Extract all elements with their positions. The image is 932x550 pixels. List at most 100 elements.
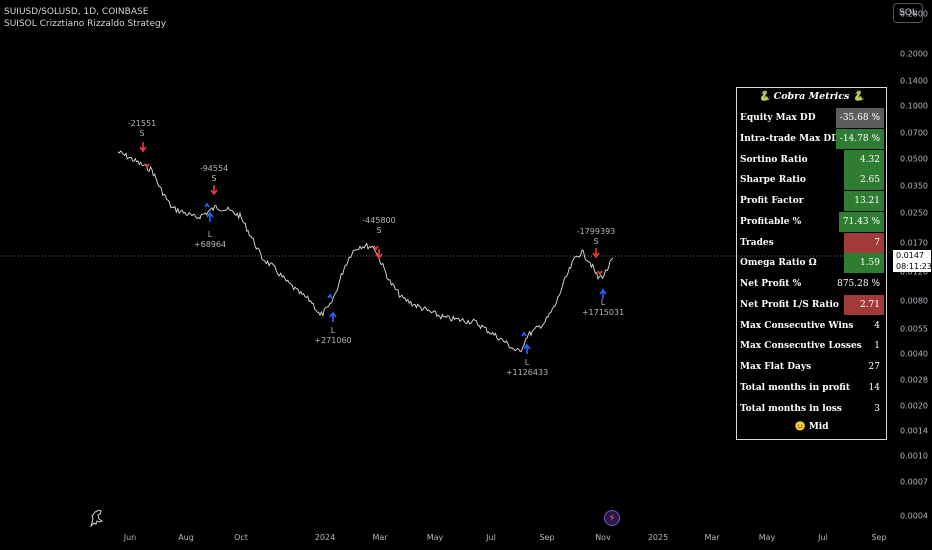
signal-label-long-4: L +1715031 <box>581 298 625 317</box>
y-tick: 0.1400 <box>900 76 928 86</box>
short-arrow-icon <box>139 142 147 153</box>
x-tick: May <box>426 533 444 542</box>
y-tick: 0.0700 <box>900 128 928 138</box>
y-tick: 0.0020 <box>900 401 928 411</box>
y-tick: 0.1000 <box>900 101 928 111</box>
lightning-icon[interactable]: ⚡ <box>604 510 620 526</box>
metric-row: Omega Ratio Ω 1.59 <box>737 253 886 274</box>
metric-value: 1 <box>874 341 880 352</box>
long-arrow-icon <box>206 211 214 222</box>
metric-row: Max Flat Days 27 <box>737 357 886 377</box>
y-tick: 0.2800 <box>900 9 928 19</box>
y-tick: 0.2000 <box>900 49 928 59</box>
short-arrow-icon <box>597 270 603 276</box>
metric-label: Max Consecutive Wins <box>740 320 854 331</box>
short-arrow-icon <box>144 163 150 169</box>
metric-value: 1.59 <box>844 253 884 274</box>
y-tick: 0.0250 <box>900 208 928 218</box>
metric-value: 2.65 <box>844 170 884 191</box>
metric-label: Sharpe Ratio <box>740 175 806 186</box>
y-tick: 0.0500 <box>900 154 928 164</box>
y-tick: 0.0007 <box>900 477 928 487</box>
signal-label-short-4: -1799393 S <box>576 227 616 246</box>
y-tick: 0.0040 <box>900 349 928 359</box>
cobra-metrics-table: 🐍 Cobra Metrics 🐍 Equity Max DD -35.68 % I… <box>736 87 887 440</box>
x-tick: Jul <box>818 533 828 542</box>
metric-row: Sortino Ratio 4.32 <box>737 149 886 170</box>
metric-value: 3 <box>874 403 880 414</box>
metric-row: Profitable % 71.43 % <box>737 211 886 232</box>
y-tick: 0.0014 <box>900 426 928 436</box>
metric-label: Max Consecutive Losses <box>740 341 862 352</box>
x-tick: Jul <box>486 533 496 542</box>
long-arrow-icon <box>521 331 527 337</box>
y-tick: 0.0055 <box>900 324 928 334</box>
signal-label-short-2: -94554 S <box>199 164 229 183</box>
metrics-rating: 😐 Mid <box>794 422 829 432</box>
symbol-title[interactable]: SUIUSD/SOLUSD, 1D, COINBASE <box>4 7 149 17</box>
metrics-title: 🐍 Cobra Metrics 🐍 <box>758 91 865 102</box>
y-tick: 0.0120 <box>900 267 928 277</box>
y-tick: 0.0170 <box>900 238 928 248</box>
metric-row: Net Profit % 875.28 % <box>737 274 886 294</box>
metric-row: Sharpe Ratio 2.65 <box>737 170 886 191</box>
metric-value: 7 <box>844 232 884 253</box>
metric-label: Net Profit L/S Ratio <box>740 299 839 310</box>
short-arrow-icon <box>373 245 379 251</box>
metric-row: Total months in loss 3 <box>737 399 886 419</box>
x-tick: May <box>758 533 776 542</box>
short-arrow-icon <box>210 185 218 196</box>
metric-row: Max Consecutive Losses 1 <box>737 336 886 356</box>
price-series <box>117 150 614 352</box>
y-tick: 0.0350 <box>900 181 928 191</box>
metric-label: Equity Max DD <box>740 113 816 123</box>
metric-value: 71.43 % <box>838 211 884 232</box>
signal-label-short-3: -445800 S <box>362 216 396 235</box>
metric-label: Total months in loss <box>740 403 842 414</box>
metric-value: 4.32 <box>844 149 884 170</box>
metric-value: -14.78 % <box>835 128 884 149</box>
y-tick: 0.0080 <box>900 296 928 306</box>
metric-value: 13.21 <box>844 191 884 211</box>
current-price-label: 0.0147 <box>893 250 931 261</box>
signal-label-long-1: L +68964 <box>193 230 227 249</box>
x-tick: Sep <box>871 533 887 542</box>
metric-label: Total months in profit <box>740 382 851 393</box>
metric-label: Trades <box>740 237 774 248</box>
x-tick: Sep <box>539 533 555 542</box>
metric-label: Sortino Ratio <box>740 154 808 165</box>
metric-row: Max Consecutive Wins 4 <box>737 316 886 336</box>
indicator-title[interactable]: SUISOL Crizztiano Rizzaldo Strategy <box>4 19 167 29</box>
bar-countdown-label: 08:11:23 <box>893 261 932 272</box>
metric-row: Intra-trade Max DD -14.78 % <box>737 128 886 149</box>
long-arrow-icon <box>523 343 531 354</box>
dinosaur-icon <box>90 509 103 527</box>
metric-value: -35.68 % <box>835 108 884 128</box>
metric-label: Profit Factor <box>740 196 804 206</box>
x-tick: Mar <box>704 533 720 542</box>
metric-label: Omega Ratio Ω <box>740 258 817 269</box>
currency-button[interactable]: SOL <box>893 3 923 23</box>
metric-label: Max Flat Days <box>740 362 812 372</box>
metric-row: Trades 7 <box>737 232 886 253</box>
price-chart[interactable] <box>0 0 888 530</box>
chart-header: SUIUSD/SOLUSD, 1D, COINBASE SUISOL Crizz… <box>4 6 166 30</box>
short-arrow-icon <box>375 249 383 260</box>
metric-value: 875.28 % <box>837 279 880 289</box>
x-tick: Mar <box>372 533 388 542</box>
y-tick: 0.0028 <box>900 375 928 385</box>
short-arrow-icon <box>592 248 600 259</box>
x-tick: 2025 <box>647 533 669 542</box>
signal-label-short-1: -21551 S <box>127 119 157 138</box>
metric-row: Net Profit L/S Ratio 2.71 <box>737 294 886 315</box>
long-arrow-icon <box>327 293 333 299</box>
metric-label: Net Profit % <box>740 279 802 289</box>
metric-value: 2.71 <box>844 294 884 315</box>
long-arrow-icon <box>329 311 337 322</box>
metric-row: Profit Factor 13.21 <box>737 191 886 211</box>
y-tick: 0.0010 <box>900 451 928 461</box>
metric-value: 14 <box>868 382 880 393</box>
metric-label: Profitable % <box>740 216 802 227</box>
signal-label-long-2: L +271060 <box>314 326 352 345</box>
price-axis[interactable]: 0.2800 0.2000 0.1400 0.1000 0.0700 0.050… <box>888 0 932 530</box>
